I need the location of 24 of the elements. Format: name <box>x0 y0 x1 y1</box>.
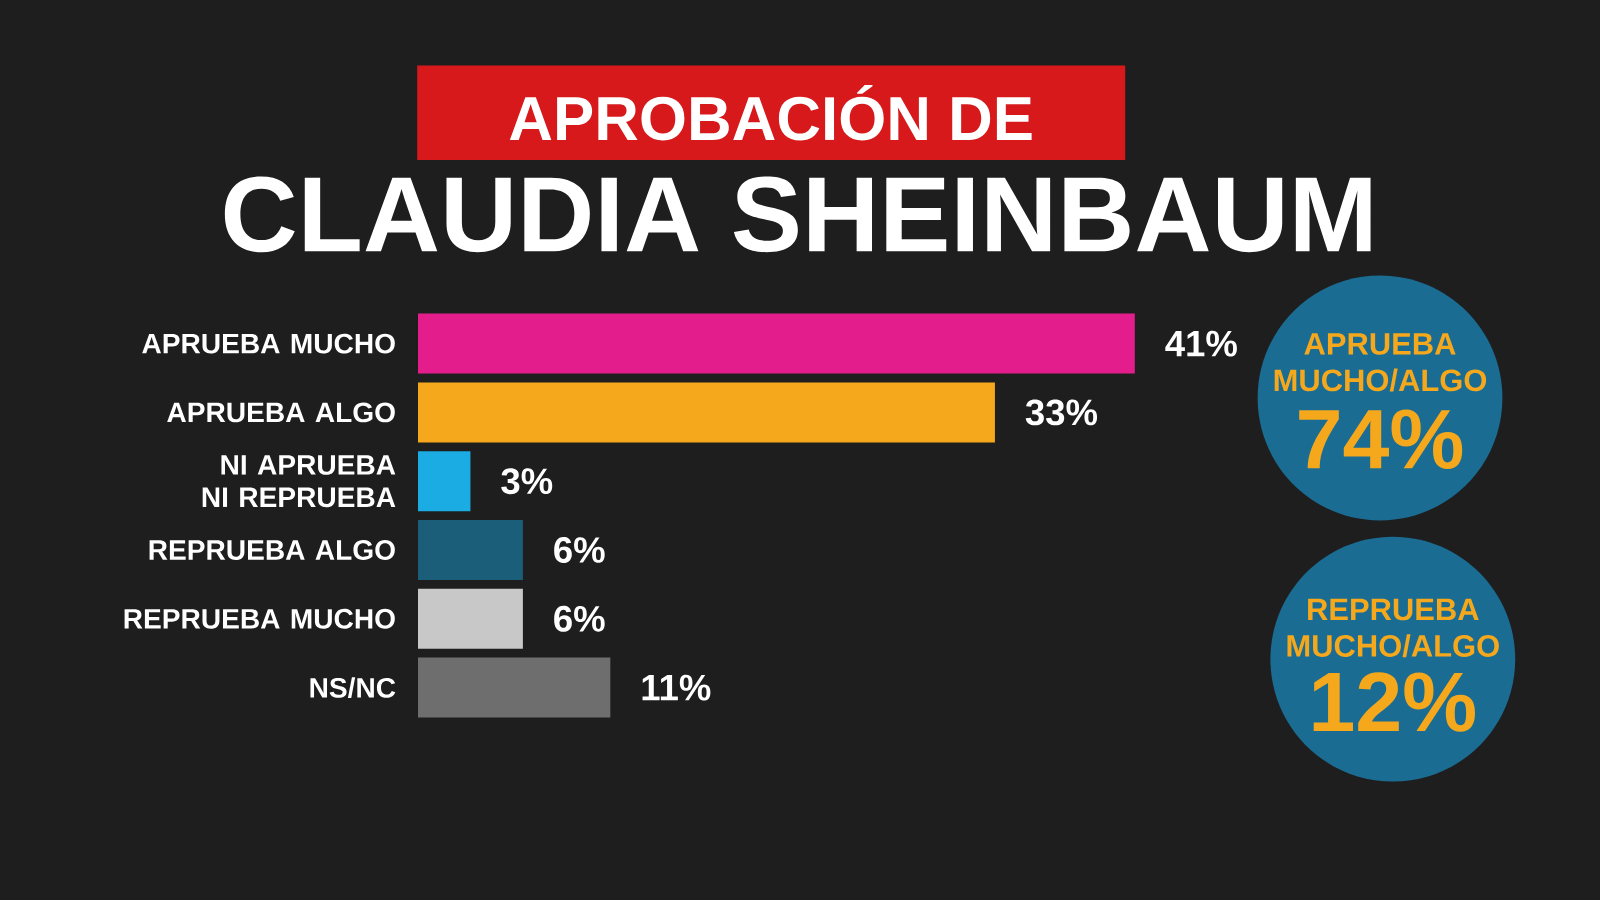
y-tick-label: REPRUEBA MUCHO <box>124 608 395 629</box>
data-label: 11% <box>642 674 711 701</box>
data-label: 6% <box>554 537 605 563</box>
text: REPRUEBA MUCHO/ALGO <box>1287 598 1499 658</box>
data-label: 41% <box>1165 330 1237 357</box>
text: 12% <box>1313 672 1475 732</box>
text: APRUEBA MUCHO/ALGO <box>1274 333 1487 392</box>
bar <box>418 451 471 512</box>
data-label: 6% <box>554 605 605 632</box>
chart-subtitle: CLAUDIA SHEINBAUM <box>224 176 1371 253</box>
bar <box>418 588 523 649</box>
data-label: 33% <box>1025 399 1098 426</box>
y-tick-label: APRUEBA MUCHO <box>142 333 395 354</box>
y-tick-label: APRUEBA ALGO <box>167 402 395 423</box>
bar <box>418 520 523 581</box>
bar <box>418 382 995 443</box>
y-tick-label: REPRUEBA ALGO <box>149 540 395 560</box>
bar <box>418 657 611 718</box>
y-tick-label: NS/NC <box>310 677 396 699</box>
bar <box>418 313 1135 374</box>
data-label: 3% <box>501 468 553 495</box>
chart-title: APROBACIÓN DE <box>509 85 1032 141</box>
y-tick-label: NI APRUEBA NI REPRUEBA <box>202 455 396 508</box>
text: 74% <box>1299 409 1463 469</box>
